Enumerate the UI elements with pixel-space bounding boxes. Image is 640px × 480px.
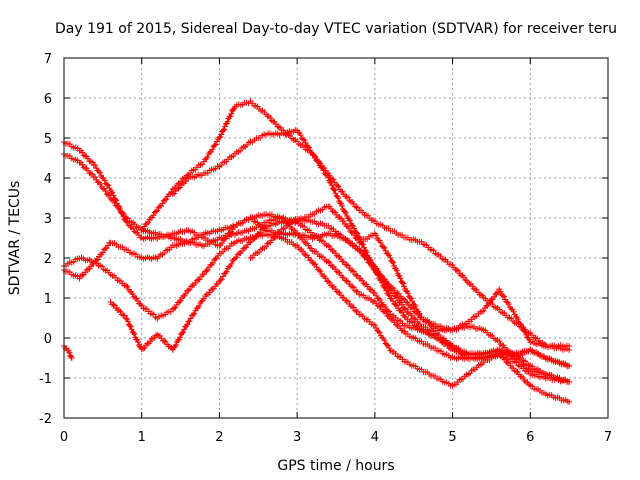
y-axis-label: SDTVAR / TECUs [7,181,23,296]
series-track-h [247,215,573,386]
y-tick-label: 5 [44,132,52,147]
x-tick-label: 3 [293,430,301,445]
y-tick-label: 4 [44,172,52,187]
series-markers-track-a [61,139,573,385]
y-tick-label: -2 [39,412,52,427]
y-tick-label: 7 [44,52,52,67]
series-track-i [61,343,75,361]
x-axis-label: GPS time / hours [277,458,394,474]
series-markers-track-e [107,203,573,353]
grid [64,58,608,418]
x-tick-label: 5 [448,430,456,445]
x-tick-label: 4 [371,430,379,445]
tick-labels: 0 1 2 3 4 5 6 7 -2 -1 0 1 2 3 4 5 6 7 [39,52,612,445]
x-tick-label: 2 [215,430,223,445]
series-markers-track-i [61,343,75,361]
x-tick-label: 1 [138,430,146,445]
y-tick-label: 0 [44,332,52,347]
x-tick-label: 7 [604,430,612,445]
series-markers-track-h [247,215,573,386]
y-tick-label: 6 [44,92,52,107]
data-series [61,98,573,405]
y-tick-label: 3 [44,212,52,227]
y-tick-label: 2 [44,252,52,267]
series-track-e [107,203,573,353]
x-tick-label: 0 [60,430,68,445]
series-track-b [61,151,573,405]
chart-title: Day 191 of 2015, Sidereal Day-to-day VTE… [55,21,617,37]
series-markers-track-b [61,151,573,405]
y-tick-label: 1 [44,292,52,307]
plot-frame [63,57,609,419]
y-tick-label: -1 [39,372,52,387]
x-tick-label: 6 [526,430,534,445]
series-track-a [61,139,573,385]
